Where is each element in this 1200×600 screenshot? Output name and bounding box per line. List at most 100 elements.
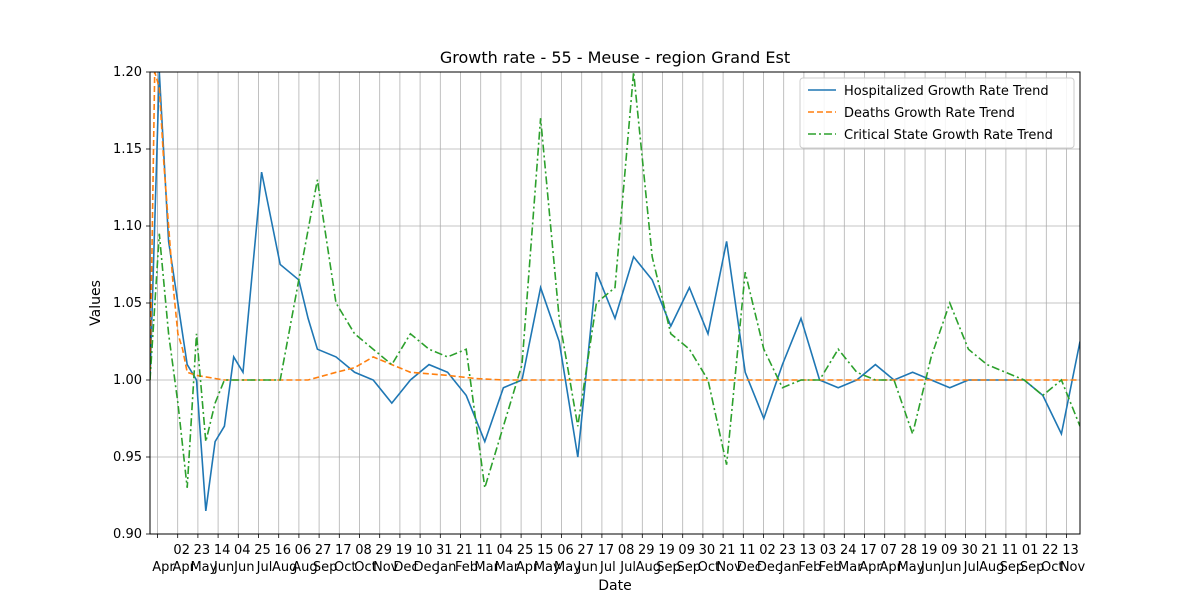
legend-box bbox=[799, 77, 1075, 149]
x-tick-label-month: Jun bbox=[940, 560, 961, 575]
x-tick-label-day: 08 bbox=[618, 543, 635, 558]
x-tick-label-day: 17 bbox=[860, 543, 877, 558]
x-tick-label-day: 11 bbox=[739, 543, 756, 558]
legend-label-3: Critical State Growth Rate Trend bbox=[844, 128, 1053, 143]
x-tick-label-month: Sep bbox=[1020, 560, 1045, 575]
y-tick-label: 0.90 bbox=[113, 527, 142, 542]
x-tick-label-month: Nov bbox=[1060, 560, 1086, 575]
x-tick-label-month: Jun bbox=[233, 560, 254, 575]
x-tick-label-month: Jul bbox=[619, 560, 636, 575]
x-tick-label-day: 10 bbox=[416, 543, 433, 558]
x-tick-label-day: 27 bbox=[577, 543, 594, 558]
x-tick-label-month: Mar bbox=[838, 560, 863, 575]
x-tick-label-month: Jul bbox=[256, 560, 273, 575]
x-tick-label-month: May bbox=[554, 560, 581, 575]
x-tick-label-day: 17 bbox=[598, 543, 615, 558]
x-tick-label-day: 04 bbox=[234, 543, 251, 558]
y-tick-label: 0.95 bbox=[113, 450, 142, 465]
x-tick-label-day: 28 bbox=[901, 543, 918, 558]
x-tick-label-month: Aug bbox=[292, 560, 317, 575]
x-tick-label-day: 02 bbox=[759, 543, 776, 558]
x-tick-label-day: 01 bbox=[1022, 543, 1039, 558]
x-tick-label-day: 08 bbox=[355, 543, 372, 558]
x-tick-label-day: 29 bbox=[638, 543, 655, 558]
x-tick-label-day: 21 bbox=[719, 543, 736, 558]
x-tick-label-day: 19 bbox=[921, 543, 938, 558]
x-tick-label-day: 14 bbox=[214, 543, 231, 558]
x-tick-label-day: 25 bbox=[254, 543, 271, 558]
series-line-1 bbox=[150, 72, 1080, 512]
chart-title: Growth rate - 55 - Meuse - region Grand … bbox=[440, 48, 790, 67]
x-tick-label-day: 06 bbox=[295, 543, 312, 558]
x-tick-label-day: 21 bbox=[981, 543, 998, 558]
x-tick-label-day: 19 bbox=[396, 543, 413, 558]
x-tick-label-day: 11 bbox=[1002, 543, 1019, 558]
x-tick-label-day: 30 bbox=[699, 543, 716, 558]
axis-ticks: 0.90 0.95 1.00 1.05 1.10 1.15 1.20 Apr 02 Apr 23 Ma… bbox=[113, 65, 1085, 575]
x-tick-label-day: 31 bbox=[436, 543, 453, 558]
x-tick-label-month: Feb bbox=[798, 560, 821, 575]
x-tick-label-month: Jan bbox=[435, 560, 456, 575]
x-tick-label-month: Oct bbox=[354, 560, 376, 575]
x-tick-label-month: Apr bbox=[152, 560, 175, 575]
x-tick-label-month: Sep bbox=[1000, 560, 1025, 575]
x-tick-label-month: Oct bbox=[698, 560, 720, 575]
y-tick-label: 1.15 bbox=[113, 142, 142, 157]
x-tick-label-day: 25 bbox=[517, 543, 534, 558]
x-tick-label-day: 17 bbox=[335, 543, 352, 558]
x-tick-label-day: 13 bbox=[800, 543, 817, 558]
x-tick-label-month: Feb bbox=[819, 560, 842, 575]
x-tick-label-day: 19 bbox=[658, 543, 675, 558]
x-tick-label-day: 02 bbox=[173, 543, 190, 558]
x-tick-label-day: 24 bbox=[840, 543, 857, 558]
x-tick-label-month: Apr bbox=[172, 560, 195, 575]
x-tick-label-month: Apr bbox=[879, 560, 902, 575]
x-tick-label-day: 11 bbox=[476, 543, 493, 558]
x-tick-label-day: 03 bbox=[820, 543, 837, 558]
x-tick-label-day: 30 bbox=[961, 543, 978, 558]
y-axis-label: Values bbox=[88, 280, 104, 326]
x-tick-label-day: 21 bbox=[456, 543, 473, 558]
y-tick-label: 1.20 bbox=[113, 65, 142, 80]
x-tick-label-month: Dec bbox=[757, 560, 782, 575]
x-tick-label-day: 23 bbox=[194, 543, 211, 558]
x-tick-label-month: Jan bbox=[779, 560, 800, 575]
x-tick-label-month: Dec bbox=[737, 560, 762, 575]
x-tick-label-month: Dec bbox=[414, 560, 439, 575]
x-tick-label-day: 04 bbox=[497, 543, 514, 558]
x-axis-label: Date bbox=[598, 578, 631, 594]
x-tick-label-day: 15 bbox=[537, 543, 554, 558]
x-tick-label-month: Sep bbox=[676, 560, 701, 575]
x-tick-label-month: Feb bbox=[455, 560, 478, 575]
x-tick-label-day: 13 bbox=[1062, 543, 1079, 558]
x-tick-label-day: 23 bbox=[779, 543, 796, 558]
x-tick-label-day: 29 bbox=[375, 543, 392, 558]
x-tick-label-month: Apr bbox=[516, 560, 539, 575]
x-tick-label-day: 22 bbox=[1042, 543, 1059, 558]
x-tick-label-month: Nov bbox=[373, 560, 399, 575]
x-tick-label-month: May bbox=[897, 560, 924, 575]
x-tick-label-month: May bbox=[190, 560, 217, 575]
y-tick-label: 1.05 bbox=[113, 296, 142, 311]
x-tick-label-month: Jun bbox=[920, 560, 941, 575]
legend: Hospitalized Growth Rate Trend Deaths Gro… bbox=[799, 77, 1075, 149]
y-tick-label: 1.10 bbox=[113, 219, 142, 234]
x-tick-label-month: Sep bbox=[313, 560, 338, 575]
x-tick-label-month: Jul bbox=[963, 560, 980, 575]
x-tick-label-month: Apr bbox=[859, 560, 882, 575]
x-tick-label-month: Jun bbox=[213, 560, 234, 575]
x-tick-label-month: Aug bbox=[979, 560, 1004, 575]
x-tick-label-day: 07 bbox=[880, 543, 897, 558]
x-tick-label-month: Jun bbox=[577, 560, 598, 575]
x-tick-label-month: Aug bbox=[272, 560, 297, 575]
series-lines bbox=[150, 72, 1080, 512]
x-tick-label-day: 27 bbox=[315, 543, 332, 558]
series-line-3 bbox=[150, 72, 1080, 489]
x-tick-label-month: Dec bbox=[393, 560, 418, 575]
x-tick-label-month: Jul bbox=[599, 560, 616, 575]
x-tick-label-month: Mar bbox=[474, 560, 499, 575]
x-tick-label-day: 06 bbox=[557, 543, 574, 558]
y-tick-label: 1.00 bbox=[113, 373, 142, 388]
x-tick-label-month: Oct bbox=[334, 560, 356, 575]
